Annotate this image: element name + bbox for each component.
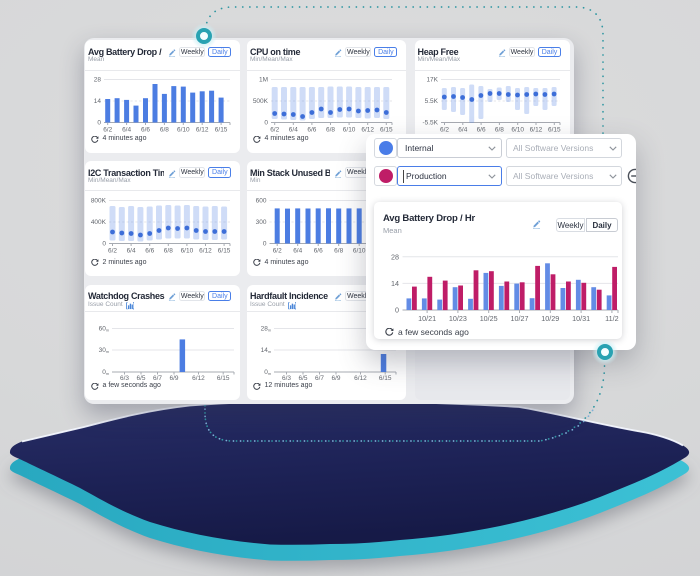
svg-text:14: 14 xyxy=(94,98,102,105)
svg-text:30m: 30m xyxy=(99,347,109,354)
svg-text:6/8: 6/8 xyxy=(164,247,173,254)
svg-text:6/12: 6/12 xyxy=(192,374,205,381)
svg-text:28m: 28m xyxy=(261,325,271,332)
svg-text:6/5: 6/5 xyxy=(298,374,307,381)
svg-text:6/6: 6/6 xyxy=(145,247,154,254)
svg-text:6/4: 6/4 xyxy=(458,127,467,134)
svg-text:0m: 0m xyxy=(102,369,109,376)
svg-text:6/3: 6/3 xyxy=(282,374,291,381)
svg-text:6/15: 6/15 xyxy=(217,374,230,381)
svg-text:6/12: 6/12 xyxy=(354,374,367,381)
svg-text:6/6: 6/6 xyxy=(314,247,323,254)
svg-text:6/4: 6/4 xyxy=(127,247,136,254)
svg-text:6/8: 6/8 xyxy=(326,127,335,134)
svg-text:0: 0 xyxy=(97,120,101,127)
svg-text:6/6: 6/6 xyxy=(307,127,316,134)
svg-text:6/2: 6/2 xyxy=(108,247,117,254)
svg-text:6/2: 6/2 xyxy=(273,247,282,254)
svg-text:17K: 17K xyxy=(426,77,438,84)
svg-text:400K: 400K xyxy=(91,219,107,226)
svg-text:6/10: 6/10 xyxy=(181,247,194,254)
svg-text:6/3: 6/3 xyxy=(120,374,129,381)
svg-text:6/4: 6/4 xyxy=(289,127,298,134)
svg-text:600: 600 xyxy=(256,197,267,204)
svg-text:6/12: 6/12 xyxy=(199,247,212,254)
svg-text:6/12: 6/12 xyxy=(196,127,209,134)
svg-text:6/6: 6/6 xyxy=(476,127,485,134)
svg-text:0m: 0m xyxy=(264,369,271,376)
svg-text:0: 0 xyxy=(102,240,106,247)
svg-text:6/2: 6/2 xyxy=(439,127,448,134)
svg-text:1M: 1M xyxy=(259,77,268,84)
svg-text:6/15: 6/15 xyxy=(380,127,393,134)
svg-text:6/2: 6/2 xyxy=(270,127,279,134)
svg-text:6/6: 6/6 xyxy=(141,127,150,134)
svg-text:28: 28 xyxy=(94,77,102,84)
svg-text:6/12: 6/12 xyxy=(361,127,374,134)
svg-text:0: 0 xyxy=(264,120,268,127)
svg-text:14m: 14m xyxy=(261,347,271,354)
svg-text:6/15: 6/15 xyxy=(547,127,560,134)
svg-text:60m: 60m xyxy=(99,325,109,332)
svg-text:-5.5K: -5.5K xyxy=(422,120,438,127)
svg-text:800K: 800K xyxy=(91,197,107,204)
svg-text:6/8: 6/8 xyxy=(334,247,343,254)
svg-text:6/10: 6/10 xyxy=(511,127,524,134)
svg-text:6/15: 6/15 xyxy=(379,374,392,381)
svg-text:5.5K: 5.5K xyxy=(424,98,438,105)
svg-text:6/10: 6/10 xyxy=(343,127,356,134)
svg-text:6/8: 6/8 xyxy=(160,127,169,134)
svg-text:6/15: 6/15 xyxy=(215,127,228,134)
svg-text:6/15: 6/15 xyxy=(218,247,231,254)
svg-text:6/7: 6/7 xyxy=(315,374,324,381)
svg-text:6/4: 6/4 xyxy=(122,127,131,134)
svg-text:6/12: 6/12 xyxy=(529,127,542,134)
svg-text:6/2: 6/2 xyxy=(103,127,112,134)
svg-text:6/8: 6/8 xyxy=(494,127,503,134)
svg-text:6/10: 6/10 xyxy=(353,247,366,254)
svg-text:6/9: 6/9 xyxy=(331,374,340,381)
svg-text:6/9: 6/9 xyxy=(169,374,178,381)
svg-text:6/5: 6/5 xyxy=(136,374,145,381)
svg-text:0: 0 xyxy=(263,240,267,247)
svg-text:6/7: 6/7 xyxy=(153,374,162,381)
svg-text:6/10: 6/10 xyxy=(177,127,190,134)
svg-text:300: 300 xyxy=(256,219,267,226)
svg-text:6/4: 6/4 xyxy=(293,247,302,254)
svg-text:500K: 500K xyxy=(253,98,269,105)
